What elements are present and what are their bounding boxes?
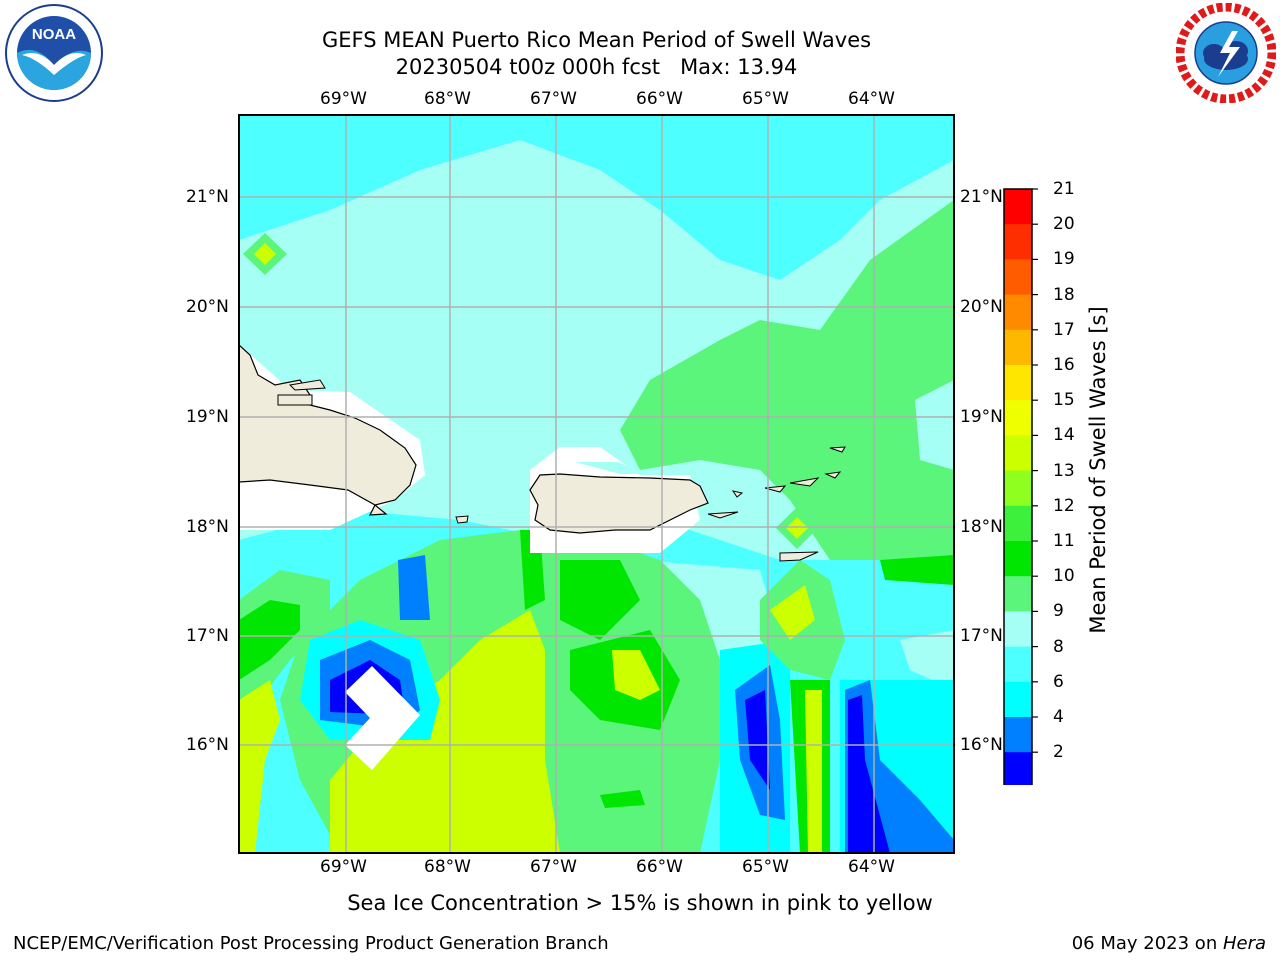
colorbar-title: Mean Period of Swell Waves [s]	[1086, 306, 1110, 634]
noaa-logo-text: NOAA	[32, 26, 76, 43]
colorbar-segment	[1004, 646, 1032, 683]
lon-label-top: 68°W	[424, 89, 471, 109]
colorbar-tick-label: 17	[1053, 319, 1075, 340]
graticule	[239, 115, 954, 853]
sea-ice-caption: Sea Ice Concentration > 15% is shown in …	[347, 891, 933, 915]
lon-label-bottom: 66°W	[636, 857, 683, 877]
colorbar-segment	[1004, 259, 1032, 296]
puerto-rico-landmass	[529, 473, 709, 534]
nws-logo	[1176, 3, 1276, 103]
colorbar-segment	[1004, 752, 1032, 785]
lon-label-bottom: 68°W	[424, 857, 471, 877]
colorbar-tick-label: 6	[1053, 671, 1064, 692]
colorbar-segment	[1004, 717, 1032, 753]
lat-label-left: 20°N	[186, 297, 229, 317]
lon-label-bottom: 64°W	[848, 857, 895, 877]
colorbar-segment	[1004, 541, 1032, 577]
colorbar-segment	[1004, 329, 1032, 366]
lat-label-left: 19°N	[186, 407, 229, 427]
colorbar-segment	[1004, 505, 1032, 542]
colorbar-segment	[1004, 435, 1032, 472]
lat-label-right: 17°N	[960, 626, 1003, 646]
lat-label-right: 18°N	[960, 517, 1003, 537]
footer-machine: Hera	[1222, 933, 1266, 954]
colorbar-frame	[1003, 188, 1033, 785]
lon-label-bottom: 67°W	[530, 857, 577, 877]
colorbar-segment	[1004, 576, 1032, 612]
colorbar-segment	[1004, 611, 1032, 648]
colorbar-segment	[1004, 681, 1032, 718]
colorbar-tick-label: 20	[1053, 214, 1075, 235]
noaa-logo: NOAA	[5, 4, 103, 102]
colorbar-tick-label: 12	[1053, 495, 1075, 516]
colorbar-tick-label: 15	[1053, 390, 1075, 411]
map-frame	[238, 114, 955, 854]
lon-label-top: 69°W	[320, 89, 367, 109]
colorbar-tick-label: 21	[1053, 179, 1075, 199]
colorbar-segment	[1004, 470, 1032, 507]
lat-label-right: 20°N	[960, 297, 1003, 317]
colorbar-tick-label: 13	[1053, 460, 1075, 481]
lat-label-right: 21°N	[960, 187, 1003, 207]
hispaniola-landmass	[239, 344, 417, 516]
swell-band-12-13	[330, 610, 560, 853]
colorbar-tick-label: 2	[1053, 742, 1064, 763]
no-data-patch	[345, 666, 420, 770]
footer-date: 06 May 2023 on Hera	[1072, 933, 1266, 954]
lat-label-left: 16°N	[186, 735, 229, 755]
lon-label-top: 65°W	[742, 89, 789, 109]
lat-label-left: 18°N	[186, 517, 229, 537]
colorbar-segment	[1004, 294, 1032, 331]
lat-label-right: 16°N	[960, 735, 1003, 755]
swell-band-9-10-east	[620, 200, 954, 560]
colorbar	[1003, 188, 1038, 785]
colorbar-tick-label: 4	[1053, 707, 1064, 727]
colorbar-segment	[1004, 400, 1032, 436]
colorbar-tick-label: 19	[1053, 249, 1075, 270]
colorbar-segment	[1004, 189, 1032, 225]
footer-org: NCEP/EMC/Verification Post Processing Pr…	[13, 933, 609, 954]
lat-label-left: 21°N	[186, 187, 229, 207]
map-title: GEFS MEAN Puerto Rico Mean Period of Swe…	[321, 28, 872, 52]
colorbar-tick-label: 9	[1053, 601, 1064, 622]
colorbar-segment	[1004, 224, 1032, 260]
lat-label-left: 17°N	[186, 626, 229, 646]
lat-label-right: 19°N	[960, 407, 1003, 427]
colorbar-tick-label: 11	[1053, 531, 1075, 551]
colorbar-tick-label: 14	[1053, 425, 1075, 446]
lon-label-bottom: 69°W	[320, 857, 367, 877]
colorbar-tick-label: 18	[1053, 284, 1075, 305]
lon-label-top: 66°W	[636, 89, 683, 109]
colorbar-segment	[1004, 365, 1032, 401]
lon-label-top: 64°W	[848, 89, 895, 109]
colorbar-tick-label: 16	[1053, 355, 1075, 375]
footer-date-text: 06 May 2023 on	[1071, 933, 1223, 954]
map-subtitle: 20230504 t00z 000h fcst Max: 13.94	[395, 55, 798, 79]
colorbar-tick-label: 8	[1053, 636, 1064, 657]
colorbar-tick-label: 10	[1053, 566, 1075, 587]
lon-label-top: 67°W	[530, 89, 577, 109]
lon-label-bottom: 65°W	[742, 857, 789, 877]
